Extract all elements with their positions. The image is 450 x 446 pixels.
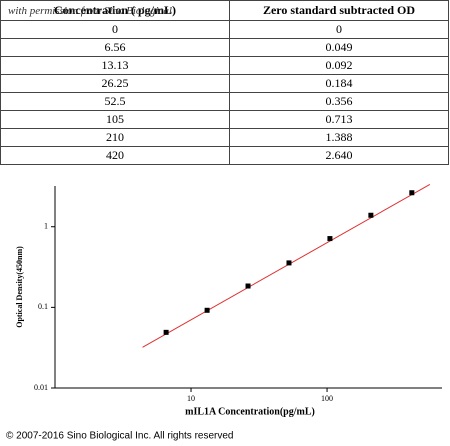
y-tick-label: 1 [44, 222, 48, 231]
table-row: 26.25 0.184 [0, 74, 449, 93]
table-row: 105 0.713 [0, 110, 449, 129]
footer: © 2007-2016 Sino Biological Inc. All rig… [6, 431, 234, 442]
table-row: 420 2.640 [0, 146, 449, 165]
table-cell: 26.25 [0, 74, 230, 93]
data-table: Concentration ( pg/mL) Zero standard sub… [0, 0, 449, 165]
data-point [245, 283, 251, 289]
data-point [409, 190, 415, 196]
table-cell: 2.640 [229, 146, 449, 165]
y-tick-label: 0.1 [38, 302, 48, 311]
fit-line [142, 183, 431, 348]
data-point [286, 260, 292, 266]
data-point [163, 329, 169, 335]
data-point [204, 307, 210, 313]
y-axis-label: Optical Density(450nm) [15, 246, 24, 328]
watermark: with permission from Sino Biological [8, 5, 172, 17]
x-axis-label: mIL1A Concentration(pg/mL) [185, 406, 315, 417]
data-point [327, 236, 333, 242]
x-tick-label: 100 [321, 394, 333, 403]
x-tick-label: 10 [187, 394, 195, 403]
data-point [368, 212, 374, 218]
y-tick-label: 0.01 [34, 383, 48, 392]
